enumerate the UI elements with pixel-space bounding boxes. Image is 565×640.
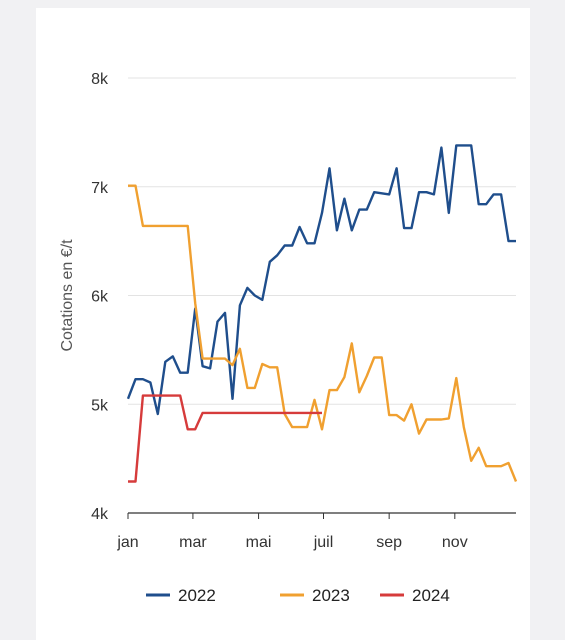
series-line-2022[interactable] bbox=[126, 144, 516, 416]
y-tick-label: 5k bbox=[91, 397, 109, 414]
y-tick-label: 4k bbox=[91, 506, 109, 523]
series-line-2024[interactable] bbox=[128, 394, 322, 483]
grid-lines bbox=[128, 77, 516, 514]
x-tick-label: mar bbox=[179, 534, 207, 551]
series-line-2023[interactable] bbox=[128, 184, 518, 482]
y-tick-label: 8k bbox=[91, 71, 109, 88]
y-axis-label: Cotations en €/t bbox=[59, 239, 76, 352]
legend-label-2022[interactable]: 2022 bbox=[178, 586, 216, 605]
x-tick-label: nov bbox=[442, 534, 468, 551]
x-tick-label: juil bbox=[313, 534, 334, 551]
x-tick-label: jan bbox=[116, 534, 138, 551]
legend-label-2024[interactable]: 2024 bbox=[412, 586, 450, 605]
chart-card: 4k 5k 6k 7k 8k jan mar mai juil sep nov Cotations… bbox=[36, 8, 530, 640]
x-tick-label: mai bbox=[246, 534, 272, 551]
y-tick-label: 7k bbox=[91, 180, 109, 197]
legend-label-2023[interactable]: 2023 bbox=[312, 586, 350, 605]
line-chart: 4k 5k 6k 7k 8k jan mar mai juil sep nov Cotations… bbox=[59, 71, 518, 605]
series-lines bbox=[126, 144, 518, 483]
x-tick-labels: jan mar mai juil sep nov bbox=[116, 534, 467, 551]
legend: 2022 2023 2024 bbox=[146, 586, 450, 605]
x-tick-label: sep bbox=[376, 534, 402, 551]
x-axis bbox=[127, 513, 456, 519]
y-tick-label: 6k bbox=[91, 289, 109, 306]
y-tick-labels: 4k 5k 6k 7k 8k bbox=[91, 71, 109, 523]
